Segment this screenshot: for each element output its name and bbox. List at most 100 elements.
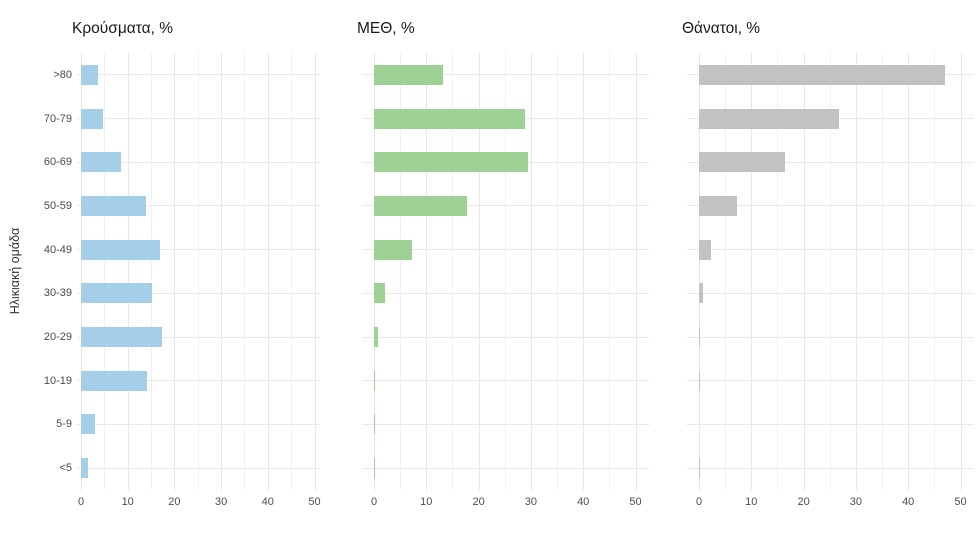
bar	[374, 458, 375, 479]
chart-panel	[687, 53, 974, 490]
gridline-horizontal	[362, 467, 649, 469]
x-tick-label: 0	[695, 496, 703, 508]
gridline-vertical	[777, 53, 779, 490]
gridline-vertical	[314, 53, 316, 490]
y-tick-label: 60-69	[43, 156, 72, 169]
y-tick-label: 50-59	[43, 199, 72, 212]
gridline-vertical	[725, 53, 727, 490]
x-tick-label: 30	[524, 496, 538, 508]
gridline-vertical	[557, 53, 559, 490]
gridline-vertical	[244, 53, 246, 490]
x-tick-label: 20	[797, 496, 810, 508]
gridline-vertical	[803, 53, 805, 490]
gridline-vertical	[127, 53, 129, 490]
gridline-horizontal	[362, 74, 649, 76]
bar	[81, 414, 95, 435]
gridline-vertical	[291, 53, 293, 490]
gridline-vertical	[908, 53, 910, 490]
gridline-horizontal	[77, 467, 320, 469]
bar	[81, 283, 152, 304]
gridline-horizontal	[362, 292, 649, 294]
gridline-horizontal	[687, 423, 974, 425]
gridline-vertical	[699, 53, 700, 490]
chart-panel	[77, 53, 320, 490]
y-axis-label: Ηλικιακή ομάδα	[8, 227, 22, 315]
gridline-vertical	[530, 53, 532, 490]
y-tick-label: 40-49	[43, 243, 72, 256]
gridline-horizontal	[687, 292, 974, 294]
bar	[699, 283, 703, 304]
gridline-vertical	[221, 53, 223, 490]
x-tick-label: 10	[420, 496, 433, 508]
gridline-vertical	[504, 53, 506, 490]
x-tick-label: 20	[168, 496, 181, 508]
bar	[699, 152, 786, 173]
gridline-horizontal	[77, 249, 320, 251]
bar	[81, 327, 162, 348]
gridline-vertical	[583, 53, 585, 490]
bar	[699, 370, 700, 391]
gridline-horizontal	[687, 161, 974, 163]
gridline-horizontal	[77, 118, 320, 120]
gridline-horizontal	[77, 336, 320, 338]
gridline-vertical	[882, 53, 884, 490]
x-tick-label: 10	[121, 496, 134, 508]
gridline-vertical	[751, 53, 753, 490]
panel-title: Θάνατοι, %	[682, 20, 761, 37]
gridline-vertical	[81, 53, 82, 490]
bar	[374, 327, 378, 348]
gridline-horizontal	[77, 205, 320, 207]
panel-title: ΜΕΘ, %	[357, 20, 415, 37]
bar	[81, 195, 147, 216]
bar	[81, 458, 89, 479]
gridline-vertical	[400, 53, 402, 490]
gridline-vertical	[855, 53, 857, 490]
gridline-horizontal	[687, 205, 974, 207]
gridline-horizontal	[77, 423, 320, 425]
x-tick-label: 50	[629, 496, 642, 508]
gridline-vertical	[829, 53, 831, 490]
bar	[374, 64, 444, 85]
gridline-vertical	[960, 53, 962, 490]
gridline-horizontal	[362, 423, 649, 425]
x-tick-label: 50	[954, 496, 967, 508]
gridline-horizontal	[77, 74, 320, 76]
gridline-vertical	[426, 53, 428, 490]
gridline-horizontal	[687, 249, 974, 251]
bar	[699, 195, 738, 216]
gridline-horizontal	[362, 336, 649, 338]
gridline-horizontal	[687, 380, 974, 382]
gridline-vertical	[374, 53, 375, 490]
bar	[699, 64, 945, 85]
bar	[81, 370, 148, 391]
bar	[699, 458, 700, 479]
bar	[699, 239, 712, 260]
gridline-horizontal	[687, 336, 974, 338]
gridline-vertical	[478, 53, 480, 490]
gridline-vertical	[197, 53, 199, 490]
bar	[374, 414, 375, 435]
gridline-vertical	[174, 53, 176, 490]
bar	[81, 108, 104, 129]
x-tick-label: 40	[261, 496, 274, 508]
x-tick-label: 0	[77, 496, 85, 508]
panel-title: Κρούσματα, %	[72, 20, 173, 37]
y-tick-label: <5	[59, 462, 72, 475]
x-tick-label: 30	[214, 496, 228, 508]
x-tick-label: 40	[902, 496, 915, 508]
gridline-vertical	[635, 53, 637, 490]
bar	[374, 283, 385, 304]
gridline-vertical	[609, 53, 611, 490]
x-tick-label: 20	[472, 496, 485, 508]
x-tick-label: 50	[308, 496, 321, 508]
bar	[374, 239, 413, 260]
x-tick-label: 40	[577, 496, 590, 508]
gridline-horizontal	[687, 467, 974, 469]
bar	[374, 108, 526, 129]
gridline-vertical	[151, 53, 153, 490]
gridline-vertical	[934, 53, 936, 490]
y-tick-label: 5-9	[56, 418, 72, 431]
x-tick-label: 30	[849, 496, 863, 508]
gridline-horizontal	[362, 205, 649, 207]
